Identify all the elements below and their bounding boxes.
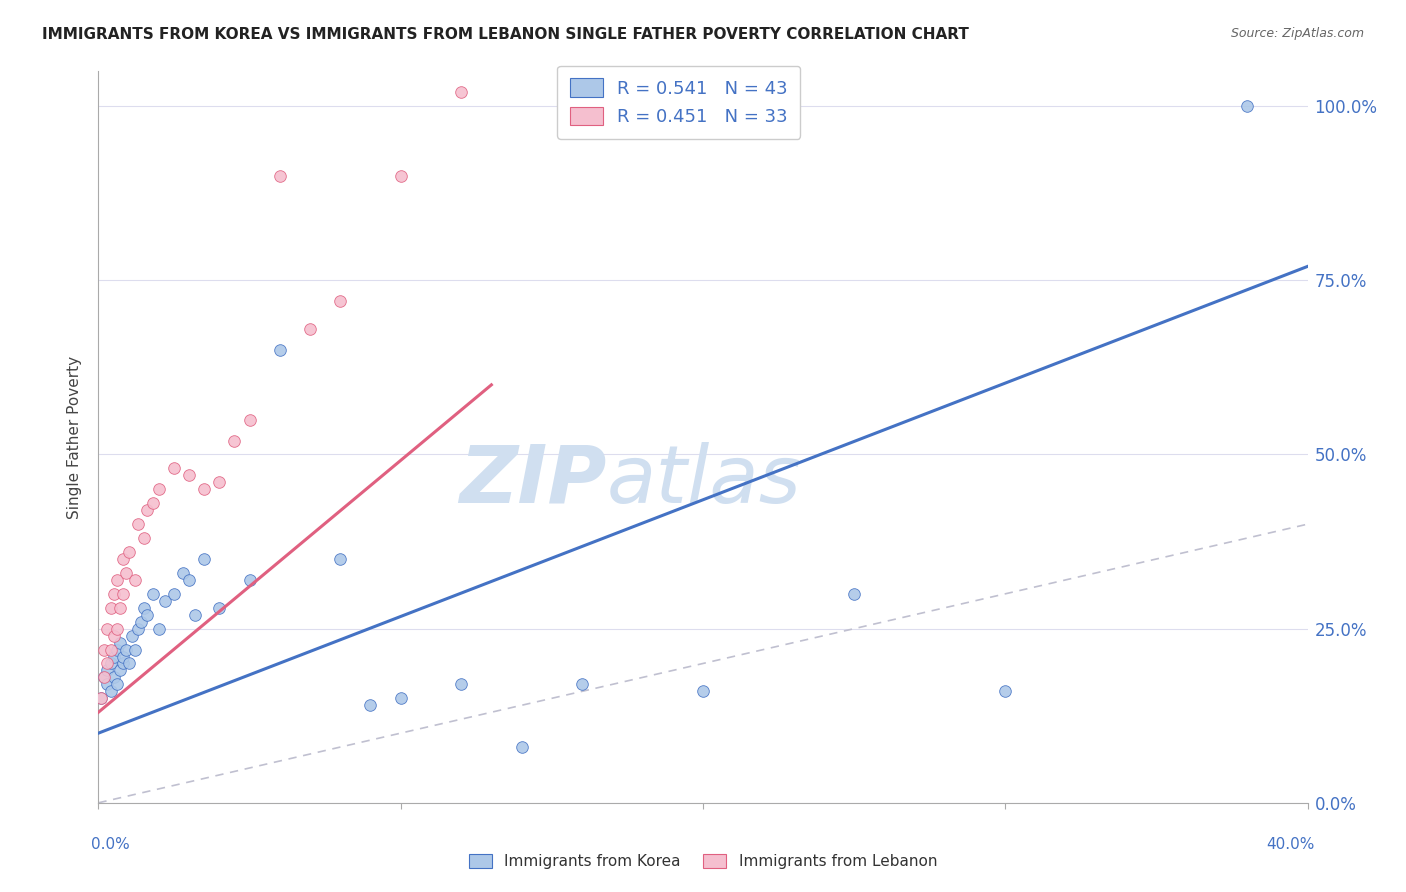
Point (179, 468, 201, 483)
Point (450, 677, 472, 691)
Point (329, 294, 352, 309)
Point (105, 622, 128, 636)
Y-axis label: Single Father Poverty: Single Father Poverty (67, 356, 83, 518)
Point (121, 629, 143, 643)
Point (96, 622, 118, 636)
Point (135, 503, 157, 517)
Point (224, 434, 246, 448)
Point (329, 552, 352, 566)
Point (163, 461, 186, 475)
Point (129, 615, 152, 629)
Point (93, 670, 115, 684)
Point (90, 691, 112, 706)
Point (269, 169, 291, 183)
Point (96, 677, 118, 691)
Point (111, 552, 134, 566)
Point (208, 475, 231, 490)
Point (844, 587, 866, 601)
Point (994, 684, 1017, 698)
Text: ZIP: ZIP (458, 442, 606, 520)
Point (389, 169, 412, 183)
Point (142, 587, 165, 601)
Point (179, 573, 201, 587)
Point (163, 587, 186, 601)
Text: Source: ZipAtlas.com: Source: ZipAtlas.com (1230, 27, 1364, 40)
Point (108, 664, 131, 678)
Point (105, 677, 128, 691)
Point (111, 587, 134, 601)
Point (127, 517, 149, 532)
Point (96, 657, 118, 671)
Legend: Immigrants from Korea, Immigrants from Lebanon: Immigrants from Korea, Immigrants from L… (463, 848, 943, 875)
Point (135, 607, 157, 622)
Point (148, 483, 170, 497)
Point (193, 483, 215, 497)
Point (132, 600, 155, 615)
Point (389, 691, 412, 706)
Point (118, 657, 141, 671)
Point (239, 412, 262, 426)
Point (108, 600, 131, 615)
Point (111, 657, 134, 671)
Legend: R = 0.541   N = 43, R = 0.451   N = 33: R = 0.541 N = 43, R = 0.451 N = 33 (557, 66, 800, 139)
Point (510, 740, 533, 755)
Point (100, 642, 122, 657)
Point (153, 594, 176, 608)
Point (100, 684, 122, 698)
Point (269, 343, 291, 357)
Point (93, 670, 115, 684)
Point (103, 629, 125, 643)
Point (148, 622, 170, 636)
Point (360, 698, 382, 713)
Point (114, 566, 136, 580)
Point (108, 635, 131, 649)
Point (1236, 99, 1258, 113)
Point (103, 670, 125, 684)
Point (184, 607, 207, 622)
Point (90, 691, 112, 706)
Point (450, 85, 472, 99)
Text: 40.0%: 40.0% (1267, 837, 1315, 852)
Point (208, 600, 231, 615)
Point (100, 657, 122, 671)
Point (124, 642, 146, 657)
Point (571, 677, 593, 691)
Point (111, 649, 134, 664)
Point (124, 573, 146, 587)
Point (103, 587, 125, 601)
Point (105, 642, 128, 657)
Point (239, 573, 262, 587)
Text: IMMIGRANTS FROM KOREA VS IMMIGRANTS FROM LEBANON SINGLE FATHER POVERTY CORRELATI: IMMIGRANTS FROM KOREA VS IMMIGRANTS FROM… (42, 27, 969, 42)
Point (114, 642, 136, 657)
Point (127, 622, 149, 636)
Point (96, 664, 118, 678)
Point (132, 531, 155, 545)
Point (118, 545, 141, 559)
Point (172, 566, 194, 580)
Text: 0.0%: 0.0% (91, 837, 131, 852)
Point (100, 600, 122, 615)
Point (692, 684, 714, 698)
Point (105, 573, 128, 587)
Point (103, 649, 125, 664)
Point (193, 552, 215, 566)
Point (93, 642, 115, 657)
Point (299, 322, 322, 336)
Point (142, 496, 165, 510)
Text: atlas: atlas (606, 442, 801, 520)
